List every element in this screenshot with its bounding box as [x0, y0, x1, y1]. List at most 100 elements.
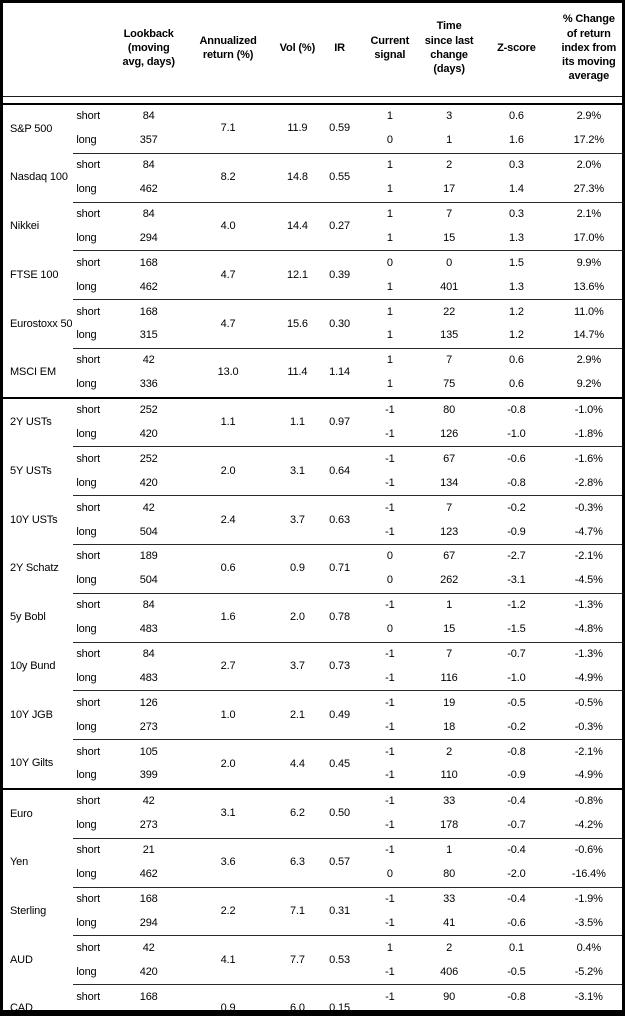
pct-change-short-value: 2.0% — [555, 152, 622, 178]
z-score-short-value: -0.4 — [477, 837, 556, 863]
lookback-long-value: 357 — [139, 134, 158, 147]
ir-value: 0.31 — [320, 886, 359, 936]
lookback-long-value: 294 — [139, 231, 158, 244]
current-signal-long-value: -1 — [385, 916, 395, 929]
pct-change-short-value: -1.0% — [555, 396, 622, 423]
ir-value: 0.39 — [320, 250, 359, 300]
annualized-return-value: 2.4 — [181, 495, 275, 545]
side-label-long: long — [76, 671, 97, 684]
pct-change-short-value: 2.1% — [555, 201, 622, 227]
lookback-long-value: 504 — [139, 574, 158, 587]
table-row: long 462 0 80 -2.0 -16.4% — [3, 863, 622, 887]
lookback-short-value: 252 — [115, 396, 182, 423]
days-since-change-long-value: 178 — [440, 819, 459, 832]
table-header: Lookback (moving avg, days) Annualized r… — [3, 3, 622, 105]
lookback-short-value: 168 — [115, 984, 182, 1009]
pct-change-long-value: -4.5% — [574, 574, 603, 587]
side-label-long: long — [76, 378, 97, 391]
pct-change-short-value: -1.6% — [555, 446, 622, 472]
days-since-change-short-value: 2 — [420, 739, 478, 765]
asset-name: 10Y JGB — [10, 708, 53, 721]
table-row: 10Y Gilts short 105 2.0 4.4 0.45 -1 2 -0… — [3, 739, 622, 789]
lookback-long-value: 399 — [139, 769, 158, 782]
ir-value: 0.30 — [320, 299, 359, 349]
lookback-long-value: 420 — [139, 428, 158, 441]
current-signal-short-value: 0 — [358, 544, 421, 569]
pct-change-long-value: -4.7% — [574, 525, 603, 538]
vol-value: 14.4 — [274, 201, 321, 251]
table-row: MSCI EM short 42 13.0 11.4 1.14 1 7 0.6 … — [3, 347, 622, 398]
days-since-change-long-value: 75 — [443, 378, 456, 391]
vol-value: 11.4 — [274, 347, 321, 398]
table-row: long 420 -1 134 -0.8 -2.8% — [3, 471, 622, 495]
table-row: Euro short 42 3.1 6.2 0.50 -1 33 -0.4 -0… — [3, 787, 622, 839]
z-score-long-value: -2.0 — [507, 868, 526, 881]
ir-value: 0.64 — [320, 446, 359, 496]
days-since-change-long-value: 135 — [440, 329, 459, 342]
vol-value: 12.1 — [274, 250, 321, 300]
current-signal-short-value: 1 — [358, 201, 421, 227]
annualized-return-value: 1.6 — [181, 592, 275, 643]
days-since-change-short-value: 33 — [420, 886, 478, 912]
z-score-long-value: -0.9 — [507, 769, 526, 782]
days-since-change-long-value: 134 — [440, 476, 459, 489]
table-row: 10Y JGB short 126 1.0 2.1 0.49 -1 19 -0.… — [3, 690, 622, 740]
pct-change-short-value: -0.8% — [555, 787, 622, 814]
lookback-long-value: 462 — [139, 280, 158, 293]
table-row: long 399 -1 110 -0.9 -4.9% — [3, 764, 622, 789]
ir-value: 0.73 — [320, 641, 359, 691]
current-signal-short-value: 1 — [358, 299, 421, 325]
lookback-long-value: 336 — [139, 378, 158, 391]
z-score-short-value: -0.4 — [477, 787, 556, 814]
side-label-long: long — [76, 280, 97, 293]
vol-value: 14.8 — [274, 152, 321, 203]
days-since-change-short-value: 80 — [420, 396, 478, 423]
z-score-long-value: 1.3 — [509, 231, 524, 244]
z-score-short-value: 0.3 — [477, 201, 556, 227]
lookback-long-value: 504 — [139, 525, 158, 538]
current-signal-short-value: 1 — [386, 110, 393, 123]
side-label-long: long — [76, 916, 97, 929]
vol-value: 6.0 — [274, 984, 321, 1010]
pct-change-short-value: 0.4% — [555, 935, 622, 961]
current-signal-long-value: 0 — [386, 623, 393, 636]
days-since-change-long-value: 406 — [440, 965, 459, 978]
z-score-short-value: -0.6 — [477, 446, 556, 472]
table-row: long 504 -1 123 -0.9 -4.7% — [3, 520, 622, 544]
side-label-short: short — [73, 495, 116, 521]
current-signal-short-value: 1 — [358, 347, 421, 373]
days-since-change-long-value: 80 — [443, 868, 456, 881]
vol-value: 6.3 — [274, 837, 321, 887]
current-signal-long-value: 1 — [386, 329, 393, 342]
ir-value: 0.78 — [320, 592, 359, 643]
annualized-return-value: 0.9 — [181, 984, 275, 1010]
lookback-short-value: 84 — [115, 152, 182, 178]
lookback-long-value: 315 — [139, 329, 158, 342]
z-score-short-value: -0.2 — [477, 495, 556, 521]
lookback-long-value: 462 — [139, 183, 158, 196]
vol-value: 7.1 — [274, 886, 321, 936]
annualized-return-value: 4.0 — [181, 201, 275, 251]
days-since-change-long-value: 126 — [440, 428, 459, 441]
pct-change-long-value: -4.9% — [574, 769, 603, 782]
pct-change-long-value: 9.2% — [576, 378, 602, 391]
side-label-long: long — [76, 525, 97, 538]
z-score-long-value: -0.5 — [507, 965, 526, 978]
annualized-return-value: 1.1 — [181, 396, 275, 447]
asset-name: 10Y Gilts — [10, 757, 54, 770]
asset-name: 2Y Schatz — [10, 562, 59, 575]
side-label-short: short — [73, 787, 116, 814]
days-since-change-short-value: 19 — [420, 690, 478, 716]
side-label-short: short — [73, 886, 116, 912]
lookback-short-value: 168 — [115, 250, 182, 276]
current-signal-short-value: -1 — [358, 446, 421, 472]
vol-value: 3.1 — [274, 446, 321, 496]
table-row: 5y Bobl short 84 1.6 2.0 0.78 -1 1 -1.2 … — [3, 592, 622, 643]
table-row: Nasdaq 100 short 84 8.2 14.8 0.55 1 2 0.… — [3, 152, 622, 203]
z-score-short-value: 0.6 — [477, 347, 556, 373]
current-signal-long-value: -1 — [385, 819, 395, 832]
ir-value: 0.50 — [320, 787, 359, 839]
pct-change-long-value: -2.8% — [574, 476, 603, 489]
vol-value: 2.1 — [274, 690, 321, 740]
current-signal-short-value: -1 — [358, 641, 421, 667]
